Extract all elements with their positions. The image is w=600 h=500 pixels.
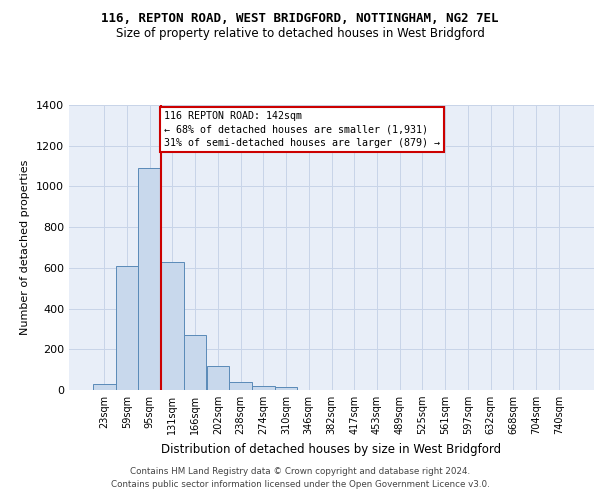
Y-axis label: Number of detached properties: Number of detached properties: [20, 160, 31, 335]
Bar: [229, 382, 252, 390]
Text: 116, REPTON ROAD, WEST BRIDGFORD, NOTTINGHAM, NG2 7EL: 116, REPTON ROAD, WEST BRIDGFORD, NOTTIN…: [101, 12, 499, 26]
Text: Contains HM Land Registry data © Crown copyright and database right 2024.: Contains HM Land Registry data © Crown c…: [130, 467, 470, 476]
Bar: [275, 387, 298, 390]
Bar: [161, 262, 184, 390]
X-axis label: Distribution of detached houses by size in West Bridgford: Distribution of detached houses by size …: [161, 442, 502, 456]
Text: 116 REPTON ROAD: 142sqm
← 68% of detached houses are smaller (1,931)
31% of semi: 116 REPTON ROAD: 142sqm ← 68% of detache…: [164, 111, 440, 148]
Text: Contains public sector information licensed under the Open Government Licence v3: Contains public sector information licen…: [110, 480, 490, 489]
Bar: [206, 366, 229, 390]
Bar: [93, 384, 116, 390]
Text: Size of property relative to detached houses in West Bridgford: Size of property relative to detached ho…: [116, 28, 484, 40]
Bar: [184, 335, 206, 390]
Bar: [116, 266, 139, 390]
Bar: [252, 386, 275, 390]
Bar: [139, 168, 161, 390]
